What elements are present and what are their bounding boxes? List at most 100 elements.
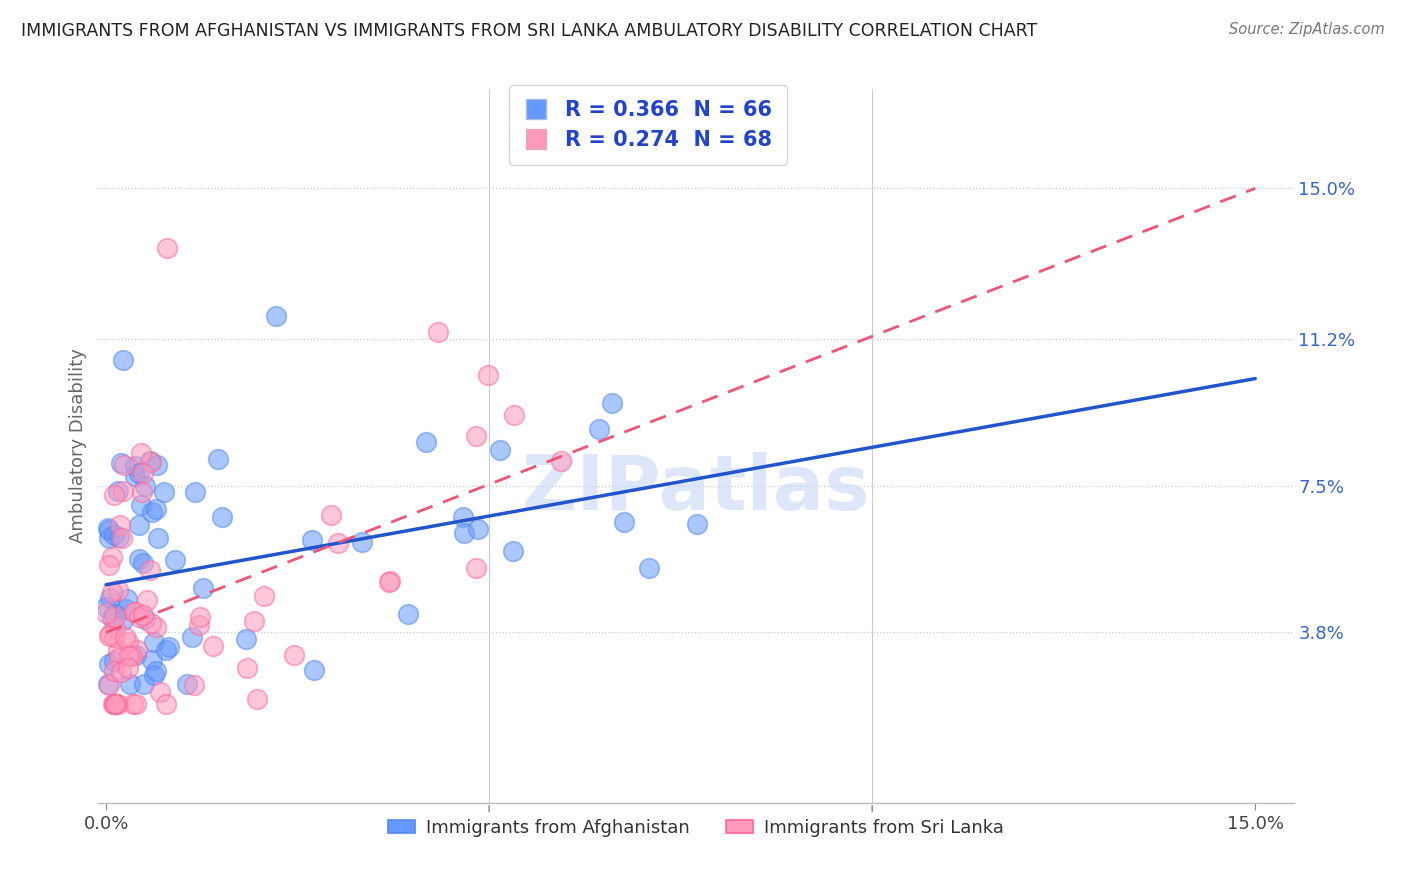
Point [145,664,167,678]
Point [128,552,150,566]
Point [686,516,709,531]
Point [121,648,143,663]
Text: IMMIGRANTS FROM AFGHANISTAN VS IMMIGRANTS FROM SRI LANKA AMBULATORY DISABILITY C: IMMIGRANTS FROM AFGHANISTAN VS IMMIGRANT… [21,22,1038,40]
Point [128,466,150,480]
Point [125,697,148,711]
Point [114,630,136,644]
Point [101,549,124,564]
Point [122,697,145,711]
Point [110,456,132,470]
Point [302,663,325,677]
Point [118,677,141,691]
Point [141,506,163,520]
Point [191,582,214,596]
Point [112,353,135,368]
Point [246,691,269,706]
Point [502,544,524,558]
Point [107,583,129,598]
Text: Source: ZipAtlas.com: Source: ZipAtlas.com [1229,22,1385,37]
Point [155,642,177,657]
Point [128,610,150,624]
Point [145,501,167,516]
Point [108,651,131,665]
Point [97,677,120,691]
Point [100,610,122,624]
Point [283,648,305,663]
Point [124,459,146,474]
Point [97,630,120,644]
Point [183,677,205,691]
Point [141,615,163,630]
Point [139,455,162,469]
Point [156,241,179,255]
Point [181,630,204,644]
Point [97,531,120,545]
Point [398,607,420,622]
Point [464,429,486,443]
Point [489,442,512,457]
Point [105,697,128,711]
Point [207,452,229,467]
Point [108,530,131,544]
Legend: Immigrants from Afghanistan, Immigrants from Sri Lanka: Immigrants from Afghanistan, Immigrants … [381,812,1011,844]
Point [104,621,127,635]
Point [155,697,177,711]
Point [201,640,224,654]
Point [98,523,121,537]
Point [103,528,125,542]
Point [103,630,125,644]
Point [115,591,138,606]
Point [101,585,124,599]
Point [235,632,257,646]
Point [115,602,138,616]
Point [136,592,159,607]
Point [143,667,166,681]
Point [146,458,169,472]
Point [117,635,139,649]
Point [350,534,373,549]
Point [112,483,135,498]
Point [131,485,153,500]
Point [107,697,129,711]
Point [139,563,162,577]
Point [301,533,323,547]
Point [129,498,152,512]
Point [378,574,401,589]
Point [132,607,155,622]
Point [134,479,156,493]
Point [125,648,148,662]
Point [176,677,198,691]
Point [103,487,125,501]
Point [132,677,155,691]
Point [107,484,129,499]
Point [319,508,342,523]
Point [253,589,276,603]
Point [96,606,118,620]
Point [103,697,125,711]
Point [477,368,499,383]
Point [103,607,125,622]
Point [163,553,186,567]
Point [613,515,636,529]
Point [415,435,437,450]
Point [98,558,121,572]
Point [107,644,129,658]
Point [129,446,152,460]
Point [104,610,127,624]
Point [111,531,134,545]
Point [467,522,489,536]
Point [638,561,661,575]
Point [98,626,121,640]
Text: ZIPatlas: ZIPatlas [522,452,870,525]
Y-axis label: Ambulatory Disability: Ambulatory Disability [69,349,87,543]
Point [127,643,149,657]
Point [125,605,148,619]
Point [153,485,176,500]
Point [112,458,135,472]
Point [112,613,135,627]
Point [184,485,207,500]
Point [426,325,449,339]
Point [124,606,146,620]
Point [588,422,610,436]
Point [236,661,259,675]
